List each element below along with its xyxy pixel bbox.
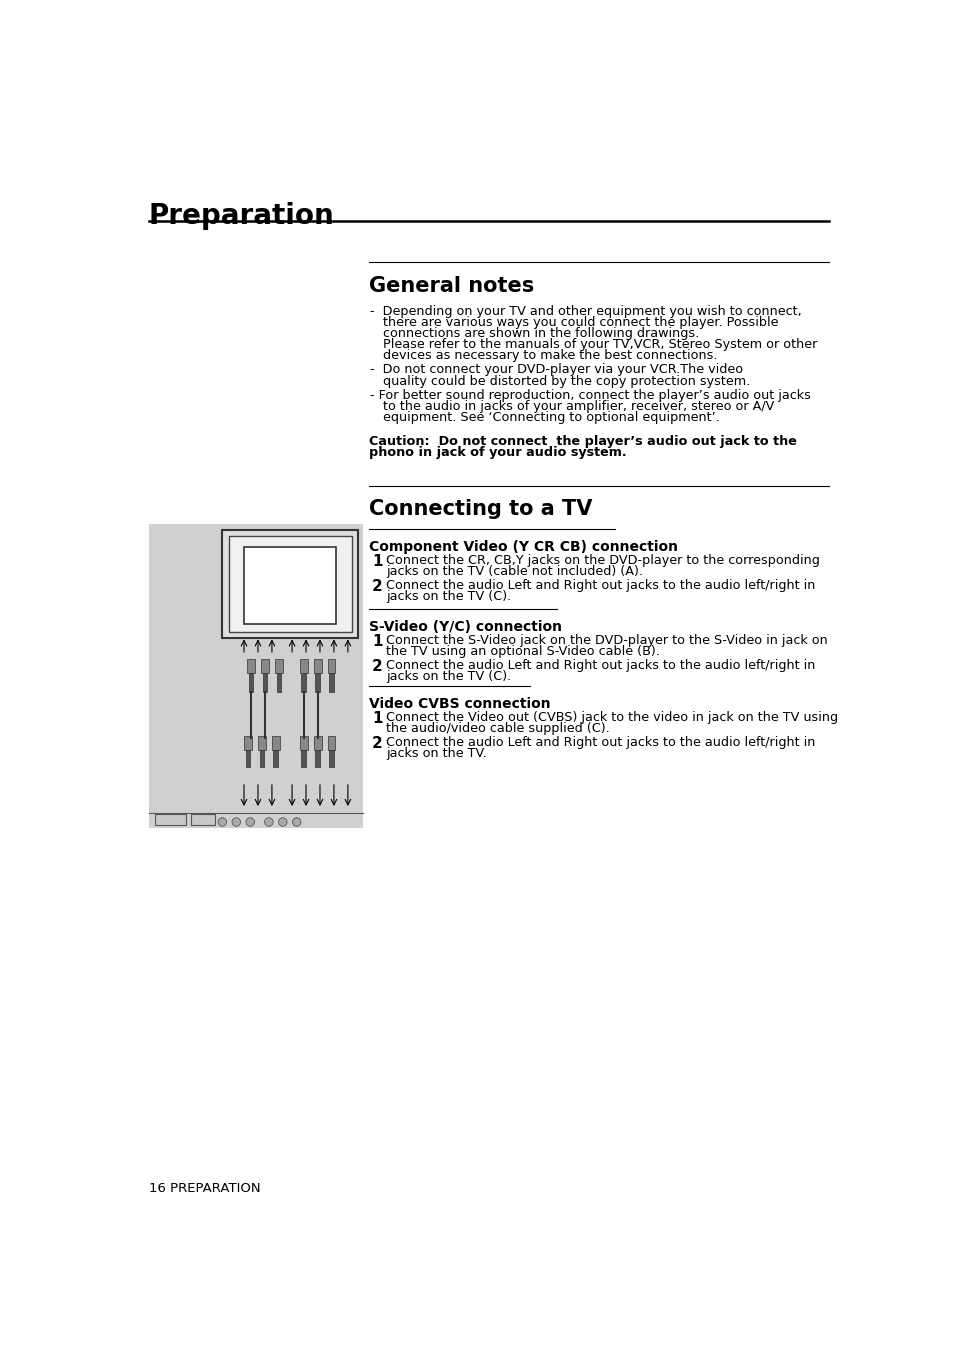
Text: Connect the audio Left and Right out jacks to the audio left/right in: Connect the audio Left and Right out jac…	[385, 659, 815, 671]
Text: there are various ways you could connect the player. Possible: there are various ways you could connect…	[382, 316, 778, 328]
Bar	[229, 536, 352, 632]
Text: jacks on the TV.: jacks on the TV.	[385, 747, 486, 759]
Text: phono in jack of your audio system.: phono in jack of your audio system.	[369, 446, 626, 459]
Bar	[328, 659, 335, 673]
Text: - For better sound reproduction, connect the player’s audio out jacks: - For better sound reproduction, connect…	[370, 389, 810, 401]
Text: Connect the Video out (CVBS) jack to the video in jack on the TV using: Connect the Video out (CVBS) jack to the…	[385, 711, 837, 724]
Bar	[192, 815, 214, 825]
Bar	[329, 673, 334, 692]
Text: Connecting to a TV: Connecting to a TV	[369, 500, 592, 519]
Bar	[249, 673, 253, 692]
Text: the TV using an optional S-Video cable (B).: the TV using an optional S-Video cable (…	[385, 646, 659, 658]
Bar	[259, 750, 264, 766]
Bar	[244, 736, 252, 750]
Text: Please refer to the manuals of your TV,VCR, Stereo System or other: Please refer to the manuals of your TV,V…	[382, 338, 817, 351]
Bar	[301, 750, 306, 766]
Text: Connect the audio Left and Right out jacks to the audio left/right in: Connect the audio Left and Right out jac…	[385, 578, 815, 592]
Text: Video CVBS connection: Video CVBS connection	[369, 697, 550, 711]
Bar	[274, 659, 282, 673]
Circle shape	[264, 817, 273, 827]
Bar	[149, 524, 363, 828]
Bar	[257, 736, 266, 750]
Bar	[272, 736, 279, 750]
Text: Preparation: Preparation	[149, 203, 335, 230]
Text: 2: 2	[372, 736, 382, 751]
Text: 2: 2	[372, 578, 382, 593]
Text: jacks on the TV (C).: jacks on the TV (C).	[385, 590, 511, 603]
Circle shape	[246, 817, 254, 827]
Text: 1: 1	[372, 634, 382, 648]
Bar	[314, 736, 321, 750]
Text: Connect the S-Video jack on the DVD-player to the S-Video in jack on: Connect the S-Video jack on the DVD-play…	[385, 634, 827, 647]
Bar	[245, 750, 250, 766]
Text: S-Video (Y/C) connection: S-Video (Y/C) connection	[369, 620, 561, 634]
Bar	[299, 659, 307, 673]
Circle shape	[293, 817, 301, 827]
Bar	[315, 673, 319, 692]
Bar	[261, 659, 269, 673]
Bar	[276, 673, 281, 692]
Bar	[299, 736, 307, 750]
Text: quality could be distorted by the copy protection system.: quality could be distorted by the copy p…	[382, 374, 749, 388]
Text: -  Depending on your TV and other equipment you wish to connect,: - Depending on your TV and other equipme…	[370, 304, 801, 317]
Bar	[247, 659, 254, 673]
Text: 1: 1	[372, 711, 382, 725]
Text: to the audio in jacks of your amplifier, receiver, stereo or A/V: to the audio in jacks of your amplifier,…	[382, 400, 773, 413]
Text: the audio/video cable supplied (C).: the audio/video cable supplied (C).	[385, 723, 609, 735]
Circle shape	[232, 817, 240, 827]
Text: Connect the CR, CB,Y jacks on the DVD-player to the corresponding: Connect the CR, CB,Y jacks on the DVD-pl…	[385, 554, 819, 567]
Bar	[154, 815, 186, 825]
Text: Caution:  Do not connect  the player’s audio out jack to the: Caution: Do not connect the player’s aud…	[369, 435, 796, 447]
Bar	[244, 547, 335, 624]
Bar	[314, 659, 321, 673]
Circle shape	[278, 817, 287, 827]
Text: 1: 1	[372, 554, 382, 569]
Bar	[274, 750, 278, 766]
Bar	[329, 750, 334, 766]
Bar	[262, 673, 267, 692]
Bar	[301, 673, 306, 692]
Text: 16 PREPARATION: 16 PREPARATION	[149, 1182, 260, 1196]
Text: equipment. See ‘Connecting to optional equipment’.: equipment. See ‘Connecting to optional e…	[382, 411, 719, 424]
Circle shape	[218, 817, 227, 827]
Text: Component Video (Y CR CB) connection: Component Video (Y CR CB) connection	[369, 540, 677, 554]
Text: -  Do not connect your DVD-player via your VCR.The video: - Do not connect your DVD-player via you…	[370, 363, 742, 377]
Text: jacks on the TV (C).: jacks on the TV (C).	[385, 670, 511, 684]
Text: connections are shown in the following drawings.: connections are shown in the following d…	[382, 327, 699, 340]
Text: Connect the audio Left and Right out jacks to the audio left/right in: Connect the audio Left and Right out jac…	[385, 736, 815, 748]
Text: jacks on the TV (cable not included) (A).: jacks on the TV (cable not included) (A)…	[385, 565, 642, 578]
Text: devices as necessary to make the best connections.: devices as necessary to make the best co…	[382, 349, 717, 362]
Bar	[328, 736, 335, 750]
Bar	[222, 530, 357, 638]
Text: 2: 2	[372, 659, 382, 674]
Bar	[315, 750, 319, 766]
Text: General notes: General notes	[369, 276, 534, 296]
